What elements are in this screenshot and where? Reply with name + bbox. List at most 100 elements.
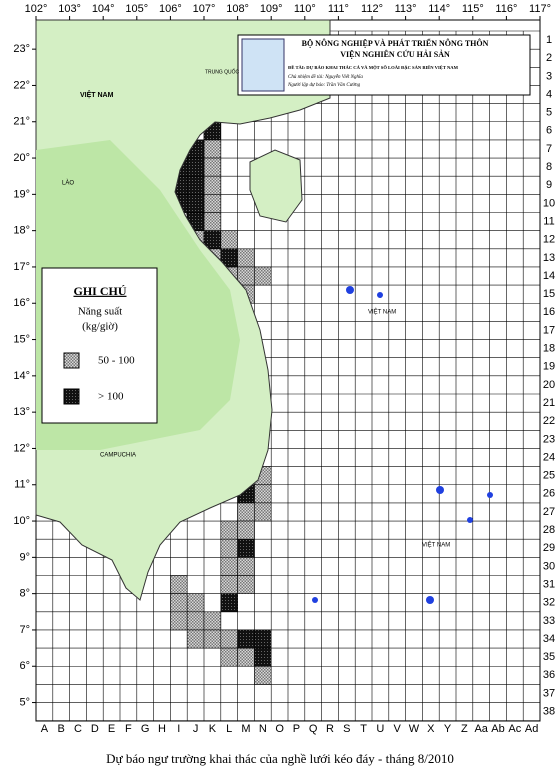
lat-label: 6° <box>19 660 30 672</box>
lon-label: 107° <box>193 3 216 15</box>
catch-cell <box>220 575 238 594</box>
lat-label: 19° <box>13 188 30 200</box>
lon-label: 113° <box>395 3 417 15</box>
catch-cell <box>220 538 238 558</box>
row-label: 32 <box>543 597 555 609</box>
lat-label: 11° <box>14 479 30 491</box>
column-label: N <box>259 723 267 735</box>
column-label: Ab <box>491 723 504 735</box>
catch-cell <box>237 248 255 268</box>
catch-cell <box>203 230 222 250</box>
lat-label: 16° <box>13 297 30 309</box>
row-label: 16 <box>543 306 555 318</box>
row-label: 6 <box>546 125 552 137</box>
lat-label: 5° <box>19 696 30 708</box>
row-label: 33 <box>543 615 555 627</box>
catch-cell <box>170 611 188 631</box>
column-label: E <box>108 723 115 735</box>
legend-unit: (kg/giờ) <box>82 321 118 333</box>
row-label: 21 <box>543 397 555 409</box>
column-label: M <box>241 723 250 735</box>
column-label: Y <box>444 723 452 735</box>
shoal <box>436 486 444 494</box>
column-label: R <box>326 723 334 735</box>
place-label: CAMPUCHIA <box>100 453 136 459</box>
catch-cell <box>203 157 222 177</box>
catch-cell <box>220 248 238 268</box>
legend-subtitle: Năng suất <box>78 306 122 318</box>
lat-label: 14° <box>13 370 30 382</box>
row-label: 15 <box>543 288 555 300</box>
catch-cell <box>220 629 238 649</box>
catch-cell <box>220 557 238 576</box>
column-label: O <box>275 723 284 735</box>
shoal <box>377 292 383 298</box>
catch-cell <box>186 157 205 177</box>
catch-cell <box>254 629 272 649</box>
row-label: 37 <box>543 687 555 699</box>
lat-label: 22° <box>13 79 30 91</box>
place-label: VIỆT NAM <box>422 541 450 549</box>
lat-label: 7° <box>19 624 30 636</box>
lat-label: 17° <box>13 261 30 273</box>
column-label: Aa <box>474 723 488 735</box>
lat-label: 18° <box>13 225 30 237</box>
catch-cell <box>186 194 205 213</box>
column-label: C <box>74 723 82 735</box>
catch-cell <box>237 538 255 558</box>
place-label: LÀO <box>62 180 74 187</box>
lon-label: 108° <box>226 3 249 15</box>
column-label: A <box>41 723 49 735</box>
catch-cell <box>254 484 272 504</box>
catch-cell <box>170 575 188 594</box>
lon-label: 111° <box>328 3 349 15</box>
row-label: 11 <box>543 215 554 227</box>
row-label: 3 <box>546 70 552 82</box>
column-label: L <box>226 723 232 735</box>
row-label: 19 <box>543 361 555 373</box>
row-label: 13 <box>543 252 555 264</box>
lat-label: 21° <box>13 116 30 128</box>
row-label: 10 <box>543 197 555 209</box>
catch-cell <box>237 502 255 522</box>
column-label: F <box>125 723 132 735</box>
row-label: 24 <box>543 451 555 463</box>
catch-cell <box>220 230 238 250</box>
lon-label: 114° <box>428 3 450 15</box>
catch-cell <box>203 139 222 159</box>
hainan <box>249 149 303 223</box>
lon-label: 109° <box>260 3 283 15</box>
row-label: 2 <box>546 52 552 64</box>
lon-label: 105° <box>125 3 148 15</box>
row-label: 4 <box>546 88 552 100</box>
row-label: 8 <box>546 161 552 173</box>
caption: Dự báo ngư trường khai thác của nghề lướ… <box>106 751 454 766</box>
catch-cell <box>203 629 222 649</box>
row-label: 31 <box>543 578 555 590</box>
catch-cell <box>254 266 272 286</box>
lat-label: 20° <box>13 152 30 164</box>
catch-cell <box>203 194 222 213</box>
row-label: 35 <box>543 651 555 663</box>
lat-label: 12° <box>13 442 30 454</box>
column-label: T <box>360 723 367 735</box>
row-label: 27 <box>543 506 555 518</box>
catch-cell <box>186 593 205 613</box>
catch-cell <box>237 557 255 576</box>
column-label: G <box>141 723 150 735</box>
catch-cell <box>186 611 205 631</box>
row-label: 29 <box>543 542 555 554</box>
legend-title: GHI CHÚ <box>73 284 126 298</box>
place-label: TRUNG QUỐC <box>205 68 240 75</box>
row-label: 26 <box>543 488 555 500</box>
lon-label: 106° <box>159 3 182 15</box>
row-label: 30 <box>543 560 555 572</box>
header-leader: Chủ nhiệm đề tài: Nguyễn Viết Nghĩa <box>288 74 363 80</box>
lat-label: 9° <box>19 551 30 563</box>
column-label: J <box>193 723 199 735</box>
row-label: 18 <box>543 343 555 355</box>
column-label: P <box>293 723 300 735</box>
lat-label: 10° <box>13 515 30 527</box>
